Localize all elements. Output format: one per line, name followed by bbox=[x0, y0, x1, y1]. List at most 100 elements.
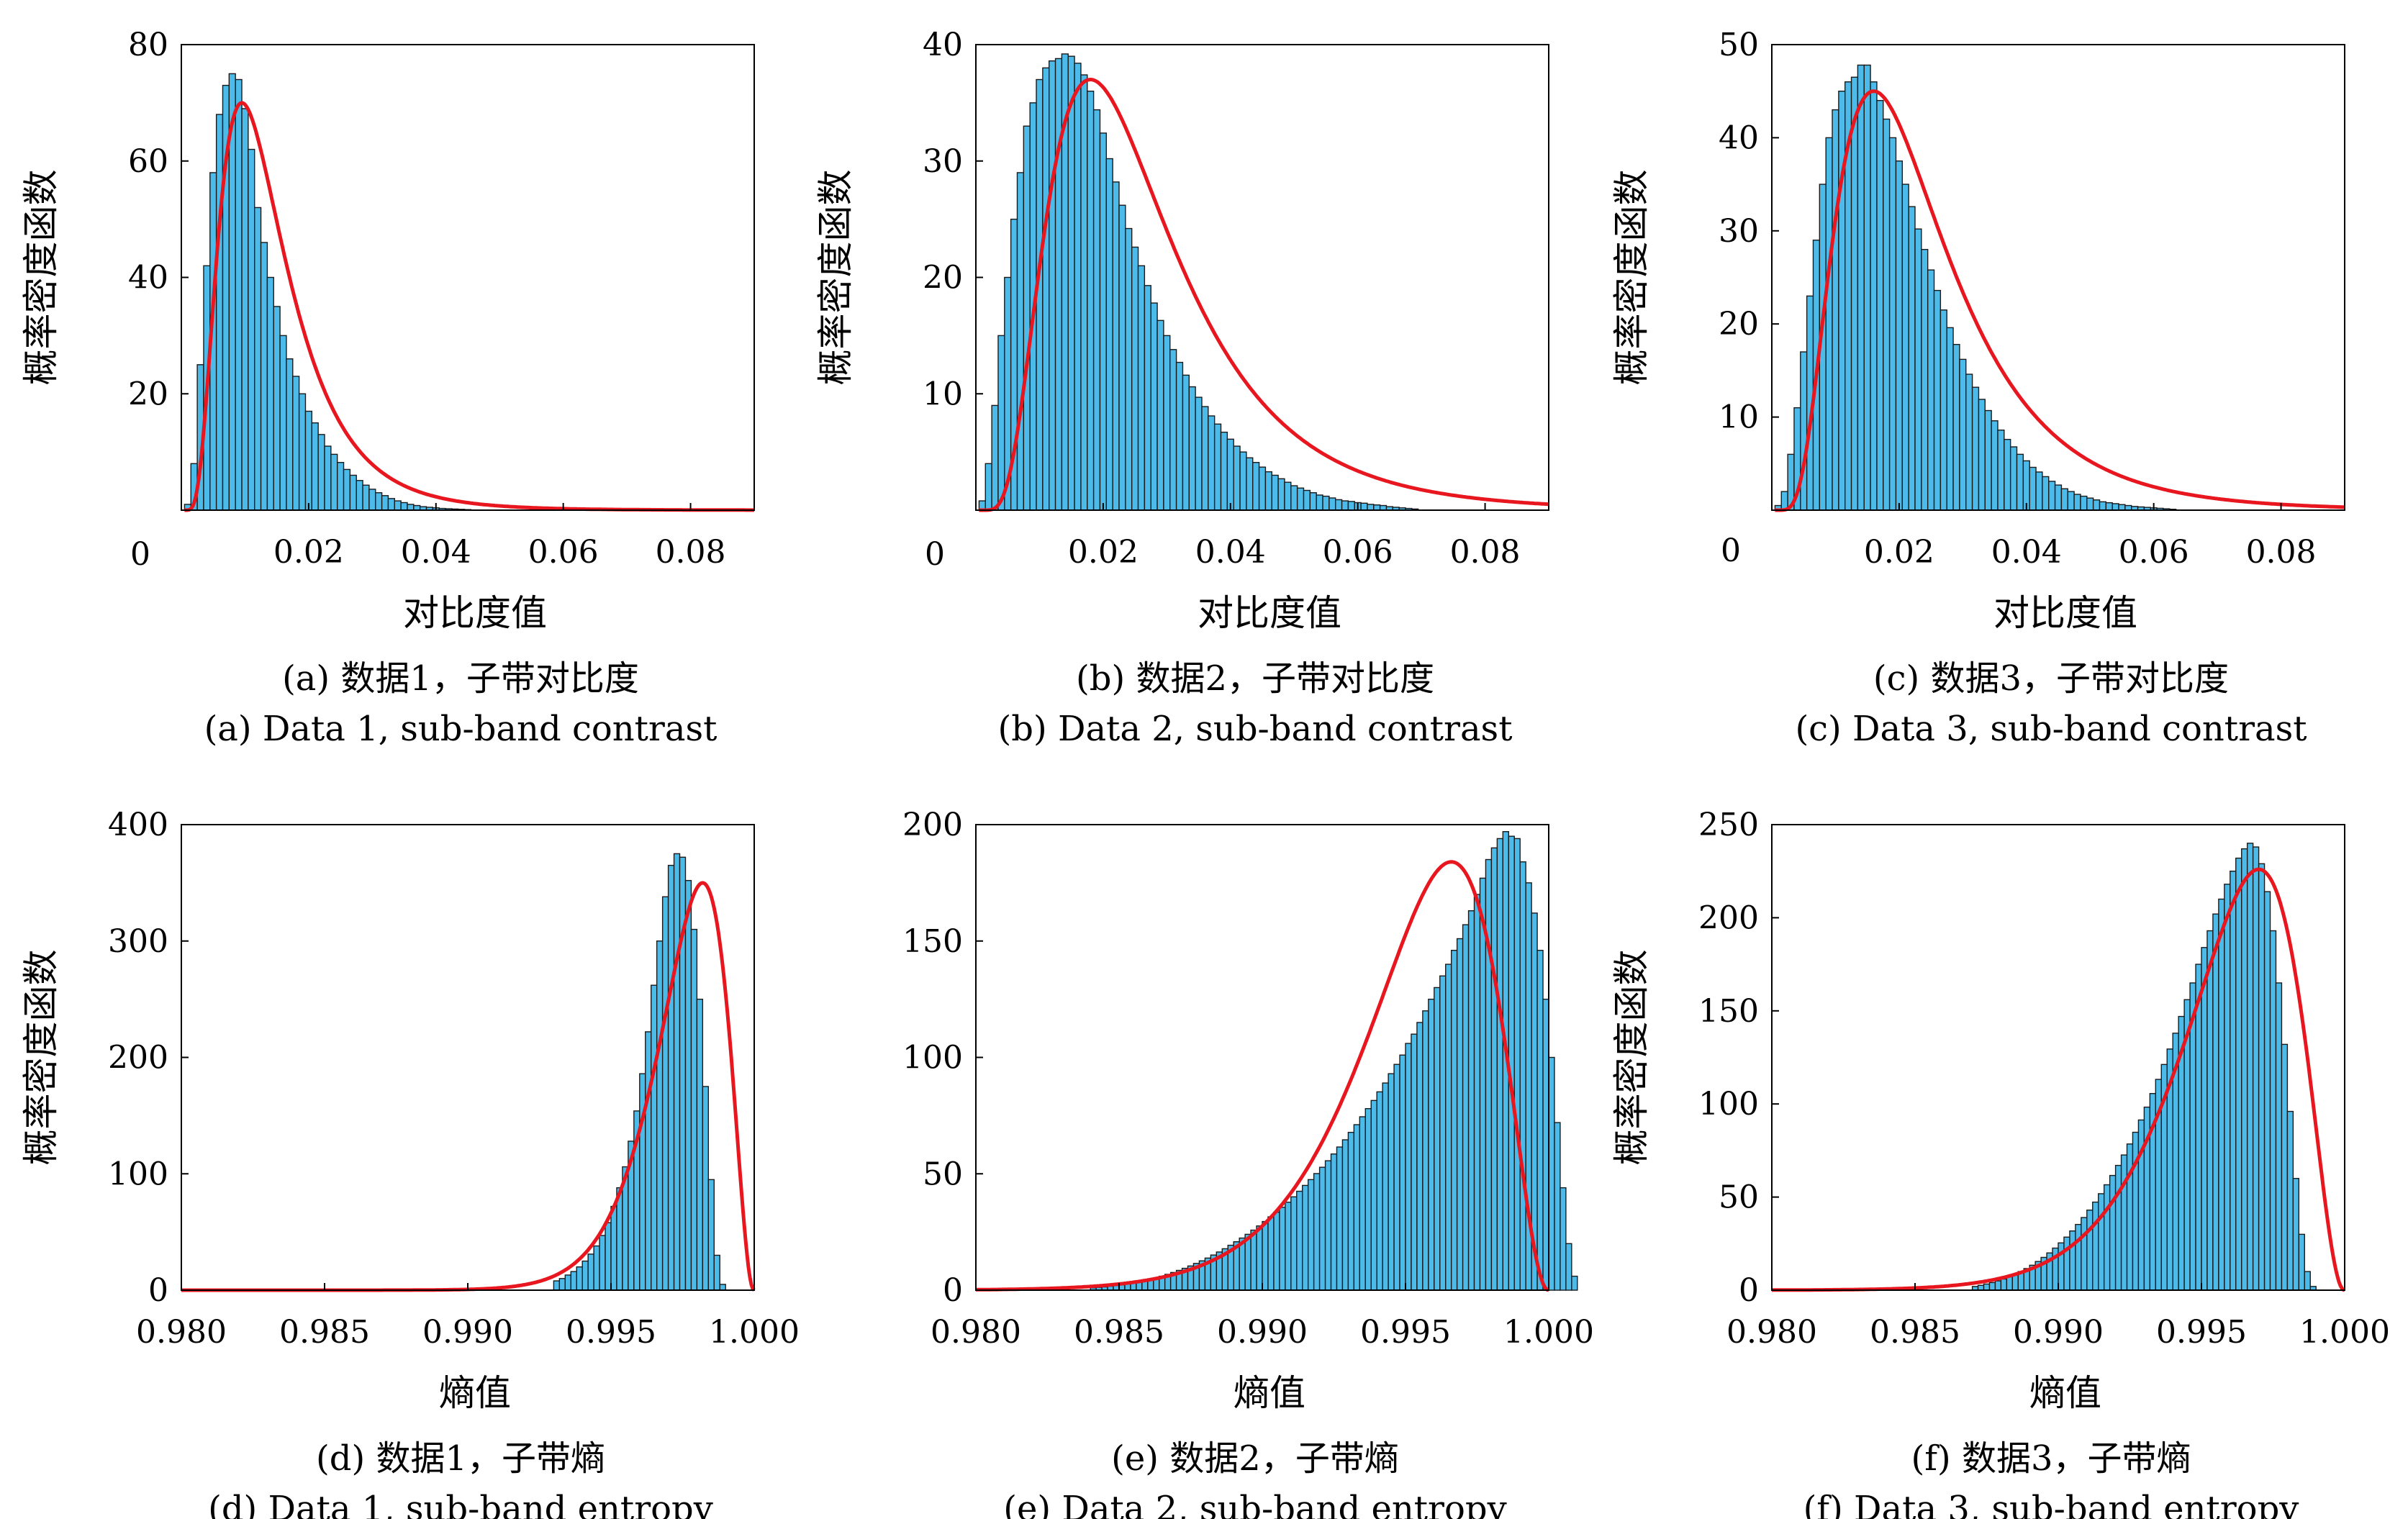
histogram-bar bbox=[1264, 471, 1272, 511]
histogram-bar bbox=[336, 461, 345, 511]
y-tick-label: 20 bbox=[923, 260, 963, 296]
panel-a: 0 0.02 0.04 0.06 0.08 20 40 60 80 对比度值 概率密度函数 (a) 数… bbox=[20, 27, 755, 749]
panel-f: 0.980 0.985 0.990 0.995 1.000 0 50 100 150 200 250… bbox=[1611, 807, 2390, 1519]
histogram-bar bbox=[1233, 445, 1241, 511]
histogram-bar bbox=[2016, 453, 2024, 511]
histogram-bars bbox=[978, 53, 1419, 511]
histogram-bar bbox=[2281, 1043, 2289, 1291]
histogram-bar bbox=[661, 896, 669, 1291]
caption-en: (a) Data 1, sub-band contrast bbox=[204, 709, 718, 749]
histogram-bar bbox=[696, 998, 704, 1291]
x-axis-label: 熵值 bbox=[1234, 1372, 1305, 1414]
histogram-bar bbox=[1112, 181, 1120, 511]
histogram-bar bbox=[1175, 361, 1184, 511]
histogram-bar bbox=[2292, 1178, 2300, 1291]
histogram-bar bbox=[2035, 471, 2043, 511]
x-tick-label: 0.02 bbox=[1864, 534, 1934, 571]
y-tick-label: 0 bbox=[1739, 1272, 1759, 1309]
histogram-bar bbox=[1092, 109, 1101, 511]
histogram-bar bbox=[1870, 81, 1878, 511]
x-tick-label: 0.985 bbox=[1870, 1314, 1960, 1351]
panel-e: 0.980 0.985 0.990 0.995 1.000 0 50 100 150 200 熵值 (… bbox=[902, 807, 1594, 1519]
histogram-bar bbox=[1933, 289, 1942, 511]
histogram-bar bbox=[707, 1179, 715, 1291]
y-tick-label: 250 bbox=[1698, 807, 1759, 843]
histogram-bar bbox=[1939, 309, 1947, 511]
y-tick-label: 0 bbox=[148, 1272, 168, 1309]
histogram-bar bbox=[2081, 1217, 2088, 1291]
y-tick-label: 40 bbox=[923, 27, 963, 63]
histogram-bar bbox=[1118, 204, 1126, 511]
histogram-bar bbox=[1370, 1099, 1377, 1291]
histogram-bar bbox=[599, 1235, 606, 1291]
caption-en: (c) Data 3, sub-band contrast bbox=[1795, 709, 2307, 749]
histogram-bar bbox=[260, 242, 268, 511]
histogram-bar bbox=[1388, 1073, 1395, 1291]
histogram-bar bbox=[1169, 349, 1177, 511]
histogram-bar bbox=[1329, 497, 1336, 511]
histogram-bar bbox=[1284, 481, 1292, 511]
x-tick-label: 0.985 bbox=[1074, 1314, 1164, 1351]
histogram-bar bbox=[2067, 491, 2075, 511]
histogram-bar bbox=[298, 393, 307, 511]
histogram-bar bbox=[1548, 1056, 1555, 1291]
histogram-bar bbox=[1322, 495, 1330, 511]
histogram-bar bbox=[2195, 963, 2202, 1291]
histogram-bar bbox=[362, 484, 370, 511]
histogram-bar bbox=[1971, 386, 1980, 511]
histogram-bar bbox=[1125, 227, 1133, 511]
histogram-bar bbox=[1978, 399, 1986, 511]
histogram-bar bbox=[1399, 1054, 1406, 1291]
x-tick-label: 1.000 bbox=[709, 1314, 800, 1351]
y-tick-label: 150 bbox=[1698, 993, 1759, 1030]
histogram-bar bbox=[1262, 1220, 1269, 1291]
histogram-bar bbox=[1838, 90, 1846, 511]
fit-curve bbox=[975, 860, 1549, 1292]
histogram-bar bbox=[1208, 415, 1216, 511]
y-tick-label: 50 bbox=[1719, 1179, 1759, 1216]
histogram-bar bbox=[1303, 489, 1311, 511]
histogram-bar bbox=[1267, 1216, 1275, 1291]
histogram-bar bbox=[215, 114, 224, 511]
histogram-bar bbox=[2252, 846, 2260, 1291]
y-tick-label: 300 bbox=[108, 923, 168, 960]
histogram-bar bbox=[667, 864, 675, 1291]
histogram-bar bbox=[558, 1278, 566, 1291]
caption-en: (e) Data 2, sub-band entropy bbox=[1003, 1489, 1506, 1519]
histogram-bar bbox=[311, 422, 319, 511]
histogram-bar bbox=[2118, 504, 2126, 511]
caption-cn: (f) 数据3，子带熵 bbox=[1911, 1438, 2191, 1479]
histogram-bar bbox=[1850, 76, 1859, 511]
histogram-bar bbox=[1054, 58, 1063, 511]
histogram-bar bbox=[286, 358, 294, 511]
histogram-bar bbox=[1959, 358, 1967, 511]
histogram-bar bbox=[381, 495, 389, 511]
histogram-bar bbox=[645, 1031, 652, 1291]
caption-cn: (b) 数据2，子带对比度 bbox=[1076, 658, 1434, 699]
histogram-bar bbox=[1318, 1166, 1326, 1291]
x-tick-label: 0.990 bbox=[1217, 1314, 1308, 1351]
histogram-bar bbox=[2086, 1210, 2094, 1291]
histogram-bar bbox=[1422, 1010, 1429, 1291]
histogram-bars bbox=[1090, 831, 1578, 1291]
histogram-bar bbox=[1565, 1243, 1572, 1291]
histogram-bar bbox=[1246, 457, 1254, 511]
histogram-bar bbox=[1213, 423, 1222, 511]
histogram-bar bbox=[1983, 1283, 1991, 1291]
histogram-bar bbox=[1220, 431, 1228, 511]
caption-cn: (e) 数据2，子带熵 bbox=[1111, 1438, 1399, 1479]
histogram-bar bbox=[1428, 998, 1435, 1291]
histogram-bar bbox=[2075, 1223, 2082, 1291]
histogram-bar bbox=[1988, 1282, 1996, 1291]
histogram-bar bbox=[1946, 327, 1954, 511]
caption-cn: (d) 数据1，子带熵 bbox=[316, 1438, 605, 1479]
histogram-bar bbox=[235, 78, 243, 511]
histogram-bar bbox=[1296, 1190, 1303, 1291]
histogram-bar bbox=[1479, 877, 1487, 1291]
y-tick-label: 20 bbox=[1719, 306, 1759, 343]
histogram-bars bbox=[1774, 64, 2177, 511]
histogram-bar bbox=[1405, 1043, 1412, 1291]
histogram-bar bbox=[2060, 488, 2068, 511]
histogram-bar bbox=[1467, 910, 1475, 1291]
histogram-bar bbox=[1364, 1107, 1372, 1291]
